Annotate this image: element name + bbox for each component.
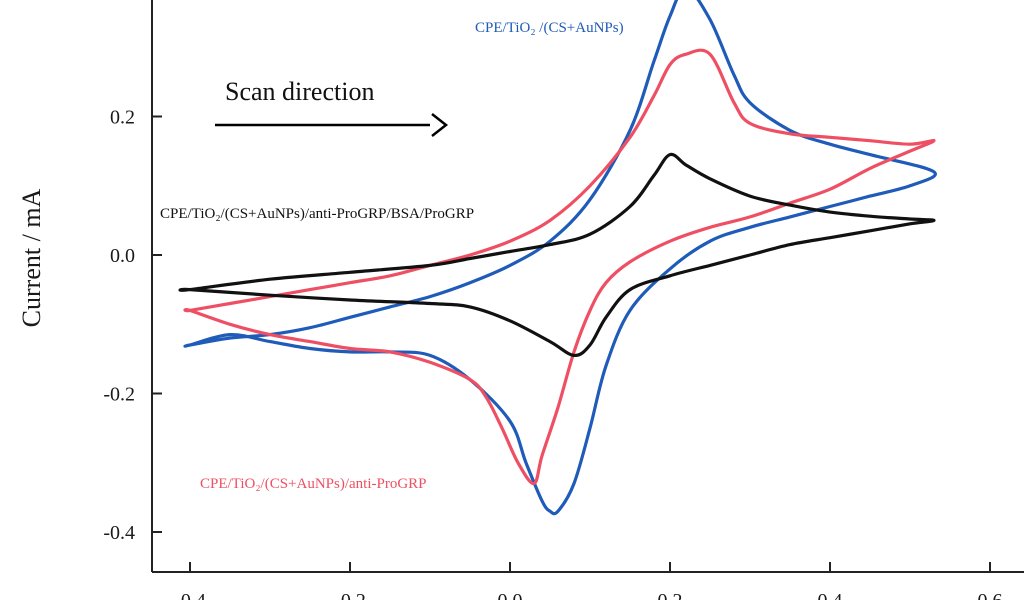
series-label-black: CPE/TiO₂/(CS+AuNPs)/anti-ProGRP/BSA/ProG… [160, 206, 474, 222]
scan-direction-label: Scan direction [225, 77, 374, 106]
x-tick-label: 0.2 [658, 590, 683, 600]
y-tick-label: 0.0 [110, 245, 135, 267]
axis-layer: -0.4 -0.2 0.0 0.2 -0.4 -0.2 0.0 0.2 0.4 0.6 [103, 107, 1002, 600]
curve-layer [178, 0, 937, 516]
x-tick-label: 0.6 [978, 590, 1003, 600]
plot-frame [151, 0, 1024, 573]
y-axis-title: Current / mA [17, 188, 46, 327]
x-tick-label: 0.0 [498, 590, 523, 600]
series-line-red [183, 48, 936, 486]
scan-direction-arrow-head-icon [431, 113, 449, 137]
annotation-layer: Scan direction CPE/TiO₂ /(CS+AuNPs) CPE/… [17, 20, 624, 492]
y-tick-label: -0.2 [103, 384, 135, 406]
x-tick-label: -0.4 [174, 590, 206, 600]
series-label-blue: CPE/TiO₂ /(CS+AuNPs) [475, 20, 624, 36]
series-line-black [178, 152, 936, 358]
y-tick-label: 0.2 [110, 107, 135, 129]
y-tick-label: -0.4 [103, 522, 135, 544]
x-tick-label: -0.2 [334, 590, 366, 600]
series-line-blue [183, 0, 937, 516]
x-tick-label: 0.4 [818, 590, 843, 600]
series-label-red: CPE/TiO₂/(CS+AuNPs)/anti-ProGRP [200, 476, 427, 492]
